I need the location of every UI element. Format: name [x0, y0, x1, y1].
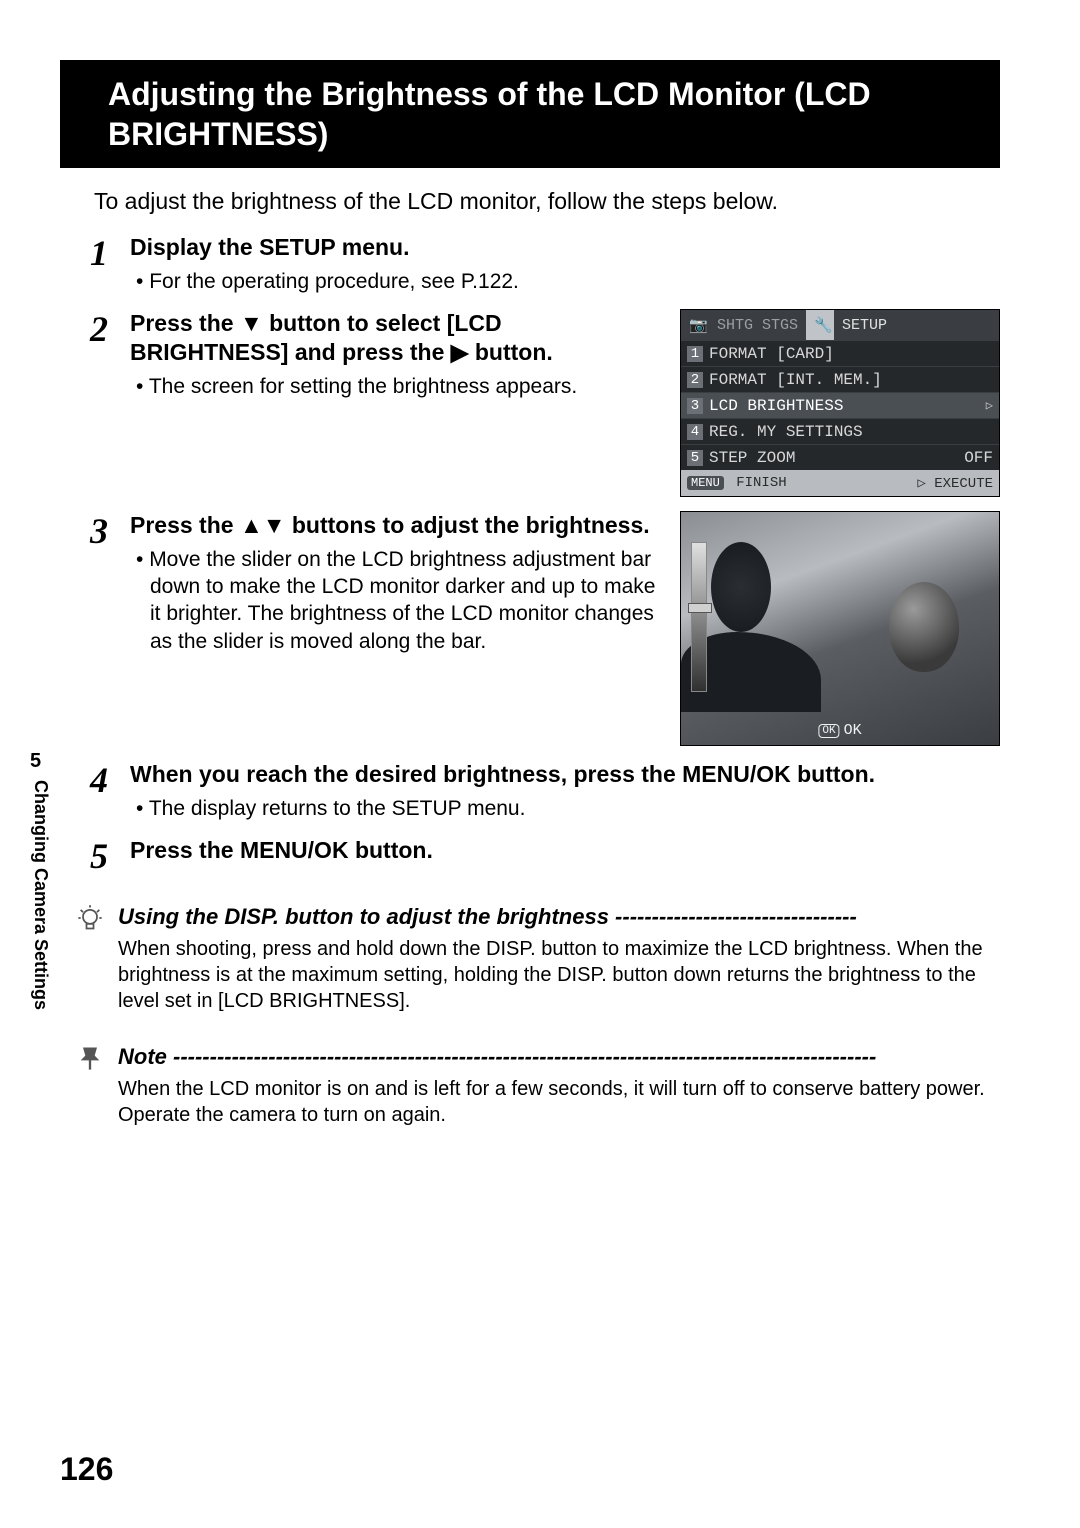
- footer-execute: ▷ EXECUTE: [917, 475, 993, 492]
- tab-setup: SETUP: [834, 310, 895, 340]
- menu-row: 1 FORMAT [CARD]: [681, 340, 999, 366]
- step-heading: When you reach the desired brightness, p…: [130, 760, 1000, 789]
- preview-tree-shape: [711, 542, 771, 632]
- step-bullet: For the operating procedure, see P.122.: [130, 268, 1000, 295]
- step-number: 4: [90, 760, 130, 822]
- menu-row: 4 REG. MY SETTINGS: [681, 418, 999, 444]
- row-label: FORMAT [CARD]: [709, 345, 993, 363]
- row-number: 2: [687, 372, 703, 388]
- step-bullet: The screen for setting the brightness ap…: [130, 373, 660, 400]
- step-number: 5: [90, 836, 130, 874]
- menu-row: 2 FORMAT [INT. MEM.]: [681, 366, 999, 392]
- step-heading: Press the ▲▼ buttons to adjust the brigh…: [130, 511, 660, 540]
- step-number: 3: [90, 511, 130, 655]
- row-arrow-icon: ▷: [986, 398, 993, 413]
- tip-note: Note -----------------------------------…: [118, 1044, 1000, 1128]
- tip-title: Using the DISP. button to adjust the bri…: [118, 904, 1000, 930]
- step-heading: Display the SETUP menu.: [130, 233, 1000, 262]
- ok-indicator: OK OK: [818, 722, 861, 739]
- row-number: 1: [687, 346, 703, 362]
- step-number: 1: [90, 233, 130, 295]
- tip-body: When shooting, press and hold down the D…: [118, 936, 1000, 1014]
- step-heading: Press the MENU/OK button.: [130, 836, 1000, 865]
- row-number: 3: [687, 398, 703, 414]
- step-5: 5 Press the MENU/OK button.: [90, 836, 1000, 874]
- brightness-slider-thumb: [688, 603, 712, 613]
- step-bullet: Move the slider on the LCD brightness ad…: [130, 546, 660, 655]
- row-label: STEP ZOOM: [709, 449, 964, 467]
- setup-menu-screenshot: 📷 SHTG STGS 🔧 SETUP 1 FORMAT [CARD] 2 FO…: [680, 309, 1000, 497]
- intro-text: To adjust the brightness of the LCD moni…: [94, 186, 1000, 217]
- note-pin-icon: [76, 1044, 104, 1072]
- ok-badge: OK: [818, 724, 839, 738]
- lightbulb-icon: [76, 904, 104, 932]
- step-heading: Press the ▼ button to select [LCD BRIGHT…: [130, 309, 660, 367]
- page-number: 126: [60, 1451, 113, 1488]
- row-label: REG. MY SETTINGS: [709, 423, 993, 441]
- row-number: 5: [687, 450, 703, 466]
- step-4: 4 When you reach the desired brightness,…: [90, 760, 1000, 822]
- tip-body: When the LCD monitor is on and is left f…: [118, 1076, 1000, 1128]
- menu-row-highlighted: 3 LCD BRIGHTNESS ▷: [681, 392, 999, 418]
- tab-shooting-icon: 📷: [681, 310, 709, 340]
- section-title-bar: Adjusting the Brightness of the LCD Moni…: [60, 60, 1000, 168]
- ok-label: OK: [844, 722, 862, 739]
- step-number: 2: [90, 309, 130, 400]
- row-label: FORMAT [INT. MEM.]: [709, 371, 993, 389]
- tip-title: Note -----------------------------------…: [118, 1044, 1000, 1070]
- brightness-slider: [691, 542, 707, 692]
- tip-disp: Using the DISP. button to adjust the bri…: [118, 904, 1000, 1014]
- section-side-label: Changing Camera Settings: [30, 780, 51, 1010]
- tab-shtg-stgs: SHTG STGS: [709, 310, 806, 340]
- tab-setup-icon: 🔧: [806, 310, 834, 340]
- row-value: OFF: [964, 449, 993, 467]
- step-bullet: The display returns to the SETUP menu.: [130, 795, 1000, 822]
- footer-finish: FINISH: [736, 475, 786, 491]
- row-label: LCD BRIGHTNESS: [709, 397, 986, 415]
- footer-menu-badge: MENU: [687, 476, 724, 490]
- section-title: Adjusting the Brightness of the LCD Moni…: [108, 74, 980, 154]
- brightness-preview-screenshot: OK OK: [680, 511, 1000, 746]
- menu-footer: MENU FINISH ▷ EXECUTE: [681, 470, 999, 496]
- section-number: 5: [30, 750, 41, 773]
- preview-balloon-shape: [889, 582, 959, 672]
- step-1: 1 Display the SETUP menu. For the operat…: [90, 233, 1000, 295]
- row-number: 4: [687, 424, 703, 440]
- menu-row: 5 STEP ZOOM OFF: [681, 444, 999, 470]
